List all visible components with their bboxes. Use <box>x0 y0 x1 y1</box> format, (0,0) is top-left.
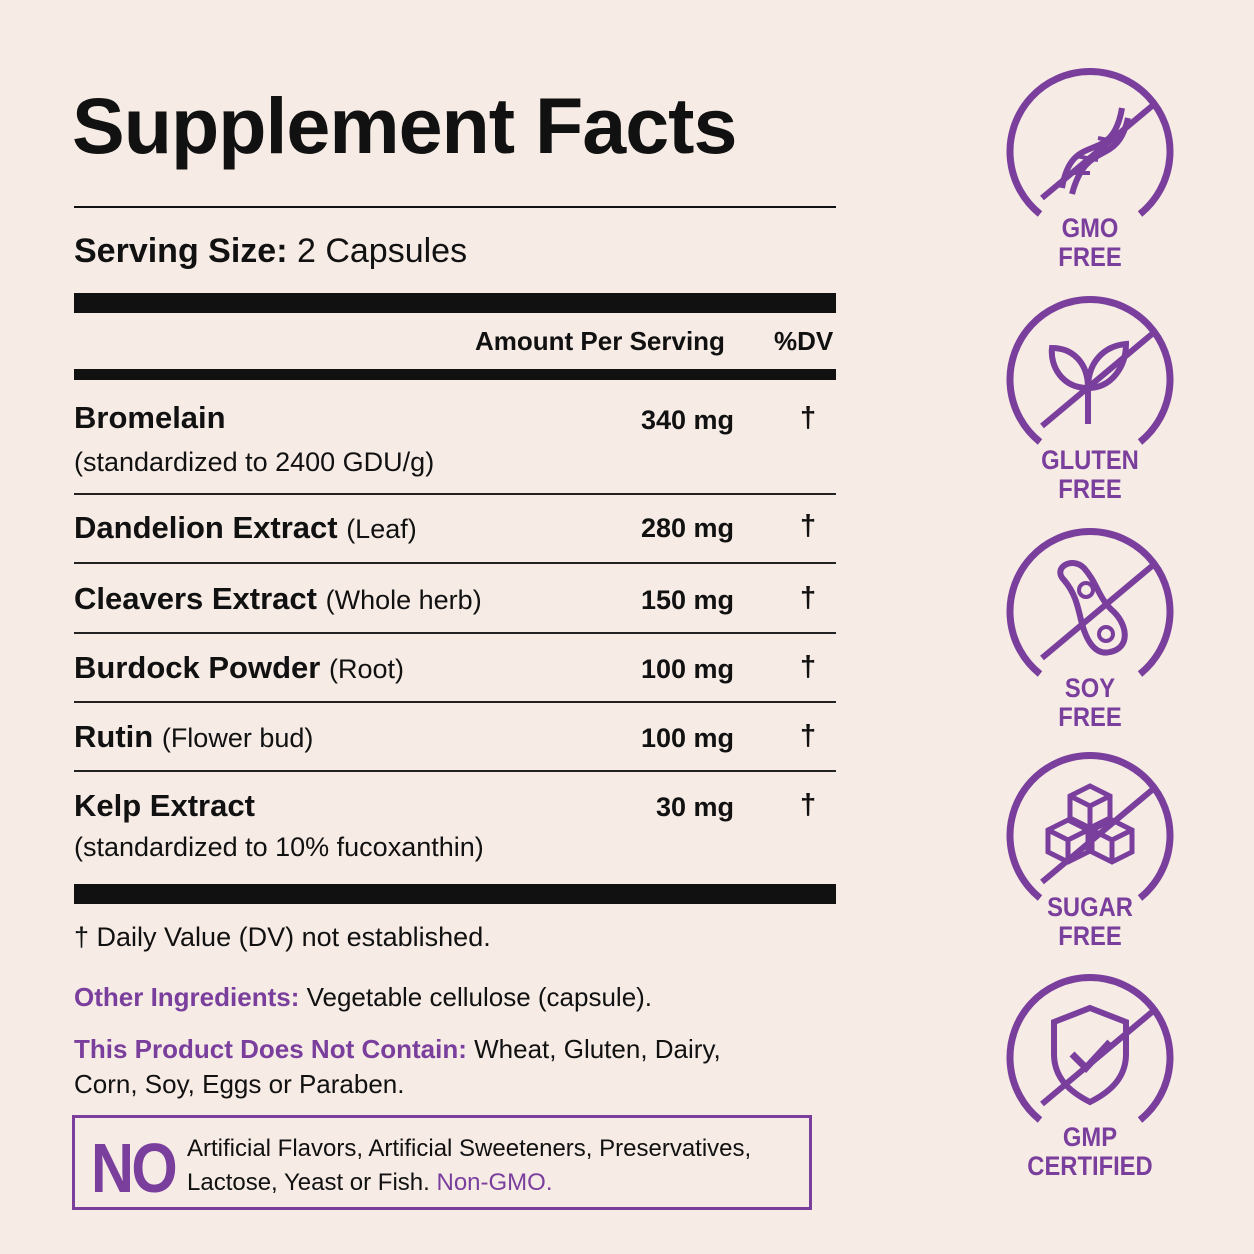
amount-column-header: Amount Per Serving <box>475 326 725 356</box>
ingredient-dv: † <box>800 582 817 614</box>
ingredient-part: (Leaf) <box>346 514 417 544</box>
badge-label: GMP CERTIFIED <box>1027 1122 1153 1181</box>
ingredient-amount: 100 mg <box>640 654 734 684</box>
ingredient-name: Cleavers Extract (Whole herb) <box>74 581 482 616</box>
serving-size: Serving Size: 2 Capsules <box>74 232 467 271</box>
page-title: Supplement Facts <box>72 81 737 170</box>
row-divider <box>74 701 836 703</box>
ingredient-dv: † <box>800 402 817 434</box>
does-not-contain-text: Wheat, Gluten, Dairy, Corn, Soy, Eggs or… <box>74 1034 721 1099</box>
shield-check-icon <box>1002 974 1178 1150</box>
serving-value: 2 Capsules <box>296 232 468 270</box>
ingredient-part: (Root) <box>328 654 404 684</box>
ingredient-name: Dandelion Extract (Leaf) <box>74 510 417 545</box>
dna-icon <box>1002 68 1178 244</box>
leaf-icon <box>1002 296 1178 472</box>
badge-label: SOY FREE <box>1058 673 1122 732</box>
row-divider <box>74 770 836 772</box>
badge-label: GMO FREE <box>1058 213 1122 272</box>
divider <box>74 206 836 208</box>
ingredient-amount: 30 mg <box>655 792 734 822</box>
no-additives-box: NO Artificial Flavors, Artificial Sweete… <box>72 1115 812 1210</box>
ingredient-name: Bromelain <box>74 400 226 435</box>
no-label: NO <box>91 1129 178 1207</box>
no-additives-text: Artificial Flavors, Artificial Sweetener… <box>187 1132 807 1200</box>
ingredient-part: (Flower bud) <box>161 723 314 753</box>
footnote: † Daily Value (DV) not established. <box>74 922 491 952</box>
badge-label: GLUTEN FREE <box>1041 445 1139 504</box>
ingredient-name: Rutin (Flower bud) <box>74 719 314 754</box>
divider-thick <box>74 884 836 904</box>
ingredient-amount: 280 mg <box>640 513 734 543</box>
ingredient-detail: (standardized to 2400 GDU/g) <box>74 447 435 477</box>
serving-label: Serving Size: <box>74 232 288 270</box>
dv-column-header: %DV <box>774 326 834 356</box>
ingredient-dv: † <box>800 720 817 752</box>
ingredient-detail: (standardized to 10% fucoxanthin) <box>74 832 484 862</box>
ingredient-dv: † <box>800 510 817 542</box>
does-not-contain-label: This Product Does Not Contain: <box>74 1034 467 1064</box>
row-divider <box>74 632 836 634</box>
ingredient-amount: 340 mg <box>640 405 734 435</box>
other-ingredients: Other Ingredients: Vegetable cellulose (… <box>74 982 652 1013</box>
soybean-icon <box>1002 528 1178 704</box>
row-divider <box>74 493 836 495</box>
ingredient-dv: † <box>800 651 817 683</box>
ingredient-name: Kelp Extract <box>74 788 255 823</box>
divider-medium <box>74 369 836 380</box>
sugar-cubes-icon <box>1002 752 1178 928</box>
non-gmo-note: Non-GMO. <box>436 1169 553 1196</box>
no-additives-list: Artificial Flavors, Artificial Sweetener… <box>187 1135 752 1196</box>
row-divider <box>74 562 836 564</box>
ingredient-dv: † <box>800 789 817 821</box>
divider-thick <box>74 293 836 313</box>
badge-label: SUGAR FREE <box>1047 892 1133 951</box>
ingredient-name: Burdock Powder (Root) <box>74 650 404 685</box>
other-ingredients-label: Other Ingredients: <box>74 982 300 1012</box>
other-ingredients-text: Vegetable cellulose (capsule). <box>306 982 653 1012</box>
does-not-contain: This Product Does Not Contain: Wheat, Gl… <box>74 1032 774 1102</box>
ingredient-amount: 150 mg <box>640 585 734 615</box>
ingredient-amount: 100 mg <box>640 723 734 753</box>
ingredient-part: (Whole herb) <box>325 585 482 615</box>
